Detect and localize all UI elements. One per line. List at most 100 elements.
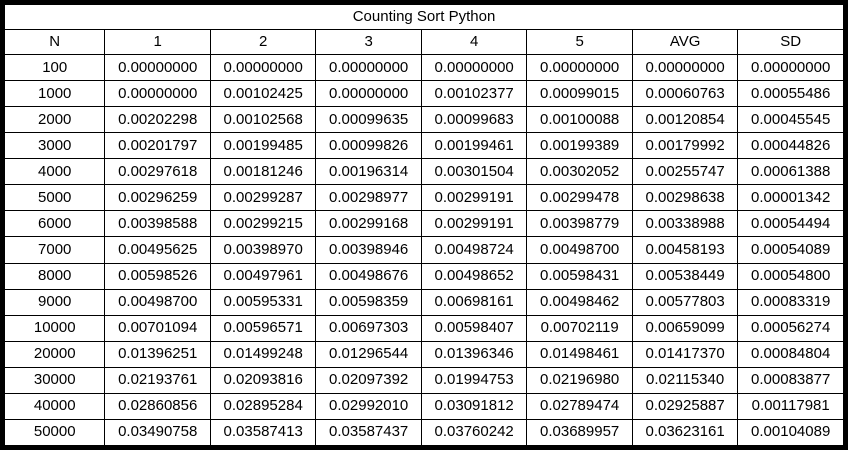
value-cell: 0.00000000 — [420, 53, 528, 82]
value-cell: 0.01994753 — [420, 366, 528, 394]
value-cell: 0.00099635 — [315, 106, 422, 134]
value-cell: 0.02895284 — [209, 392, 317, 420]
value-cell: 0.01296544 — [315, 340, 422, 368]
value-cell: 0.00498700 — [526, 236, 633, 264]
value-cell: 0.00000000 — [315, 80, 422, 108]
value-cell: 0.00498462 — [526, 288, 633, 316]
row-n-cell: 5000 — [3, 184, 106, 212]
column-header: 2 — [209, 29, 317, 55]
value-cell: 0.03587437 — [315, 418, 422, 447]
value-cell: 0.00099683 — [420, 106, 528, 134]
value-cell: 0.00083319 — [737, 288, 844, 316]
value-cell: 0.00538449 — [631, 262, 739, 290]
value-cell: 0.00120854 — [631, 106, 739, 134]
table-row: 3000 0.00201797 0.00199485 0.00099826 0.0019… — [3, 132, 844, 160]
value-cell: 0.03760242 — [420, 418, 528, 447]
value-cell: 0.00701094 — [104, 314, 211, 342]
value-cell: 0.00199461 — [420, 132, 528, 160]
value-cell: 0.01396346 — [420, 340, 528, 368]
value-cell: 0.00659099 — [631, 314, 739, 342]
value-cell: 0.01417370 — [631, 340, 739, 368]
column-header: 5 — [526, 29, 633, 55]
column-header: 3 — [315, 29, 422, 55]
value-cell: 0.00302052 — [526, 158, 633, 186]
value-cell: 0.00001342 — [737, 184, 844, 212]
value-cell: 0.00299287 — [209, 184, 317, 212]
value-cell: 0.00299191 — [420, 184, 528, 212]
value-cell: 0.00498676 — [315, 262, 422, 290]
table-row: 30000 0.02193761 0.02093816 0.02097392 0.019… — [3, 366, 844, 394]
value-cell: 0.00000000 — [526, 53, 633, 82]
value-cell: 0.00497961 — [209, 262, 317, 290]
value-cell: 0.00202298 — [104, 106, 211, 134]
value-cell: 0.00398779 — [526, 210, 633, 238]
row-n-cell: 30000 — [3, 366, 106, 394]
value-cell: 0.00495625 — [104, 236, 211, 264]
value-cell: 0.00398970 — [209, 236, 317, 264]
value-cell: 0.00398588 — [104, 210, 211, 238]
value-cell: 0.03623161 — [631, 418, 739, 447]
table-row: 7000 0.00495625 0.00398970 0.00398946 0.0049… — [3, 236, 844, 264]
column-header: 1 — [104, 29, 211, 55]
value-cell: 0.00000000 — [209, 53, 317, 82]
table-row: 5000 0.00296259 0.00299287 0.00298977 0.0029… — [3, 184, 844, 212]
value-cell: 0.00104089 — [737, 418, 844, 447]
value-cell: 0.00117981 — [737, 392, 844, 420]
value-cell: 0.00598407 — [420, 314, 528, 342]
row-n-cell: 8000 — [3, 262, 106, 290]
value-cell: 0.00301504 — [420, 158, 528, 186]
value-cell: 0.00598431 — [526, 262, 633, 290]
value-cell: 0.00598359 — [315, 288, 422, 316]
value-cell: 0.00498652 — [420, 262, 528, 290]
value-cell: 0.00000000 — [737, 53, 844, 82]
row-n-cell: 7000 — [3, 236, 106, 264]
row-n-cell: 6000 — [3, 210, 106, 238]
row-n-cell: 4000 — [3, 158, 106, 186]
value-cell: 0.00056274 — [737, 314, 844, 342]
value-cell: 0.00498724 — [420, 236, 528, 264]
value-cell: 0.00298977 — [315, 184, 422, 212]
value-cell: 0.00255747 — [631, 158, 739, 186]
value-cell: 0.00598526 — [104, 262, 211, 290]
value-cell: 0.00054089 — [737, 236, 844, 264]
value-cell: 0.00299478 — [526, 184, 633, 212]
row-n-cell: 20000 — [3, 340, 106, 368]
value-cell: 0.00099015 — [526, 80, 633, 108]
column-header: N — [3, 29, 106, 55]
value-cell: 0.02196980 — [526, 366, 633, 394]
value-cell: 0.00296259 — [104, 184, 211, 212]
table-row: 1000 0.00000000 0.00102425 0.00000000 0.0010… — [3, 80, 844, 108]
value-cell: 0.02789474 — [526, 392, 633, 420]
value-cell: 0.01396251 — [104, 340, 211, 368]
table-row: 20000 0.01396251 0.01499248 0.01296544 0.013… — [3, 340, 844, 368]
value-cell: 0.02097392 — [315, 366, 422, 394]
table-row: 8000 0.00598526 0.00497961 0.00498676 0.0049… — [3, 262, 844, 290]
value-cell: 0.03091812 — [420, 392, 528, 420]
value-cell: 0.02860856 — [104, 392, 211, 420]
value-cell: 0.00084804 — [737, 340, 844, 368]
value-cell: 0.02925887 — [631, 392, 739, 420]
value-cell: 0.00398946 — [315, 236, 422, 264]
row-n-cell: 40000 — [3, 392, 106, 420]
value-cell: 0.02992010 — [315, 392, 422, 420]
value-cell: 0.00000000 — [104, 53, 211, 82]
value-cell: 0.00102377 — [420, 80, 528, 108]
row-n-cell: 10000 — [3, 314, 106, 342]
value-cell: 0.00054494 — [737, 210, 844, 238]
row-n-cell: 9000 — [3, 288, 106, 316]
value-cell: 0.00045545 — [737, 106, 844, 134]
value-cell: 0.00298638 — [631, 184, 739, 212]
column-header: SD — [737, 29, 844, 55]
value-cell: 0.03689957 — [526, 418, 633, 447]
value-cell: 0.00577803 — [631, 288, 739, 316]
column-header: 4 — [420, 29, 528, 55]
value-cell: 0.00060763 — [631, 80, 739, 108]
table-row: 4000 0.00297618 0.00181246 0.00196314 0.0030… — [3, 158, 844, 186]
value-cell: 0.00201797 — [104, 132, 211, 160]
value-cell: 0.00299215 — [209, 210, 317, 238]
results-table: Counting Sort Python N 1 2 3 4 5 AVG SD 100 0.00… — [3, 4, 844, 447]
value-cell: 0.00297618 — [104, 158, 211, 186]
value-cell: 0.01498461 — [526, 340, 633, 368]
value-cell: 0.00102568 — [209, 106, 317, 134]
